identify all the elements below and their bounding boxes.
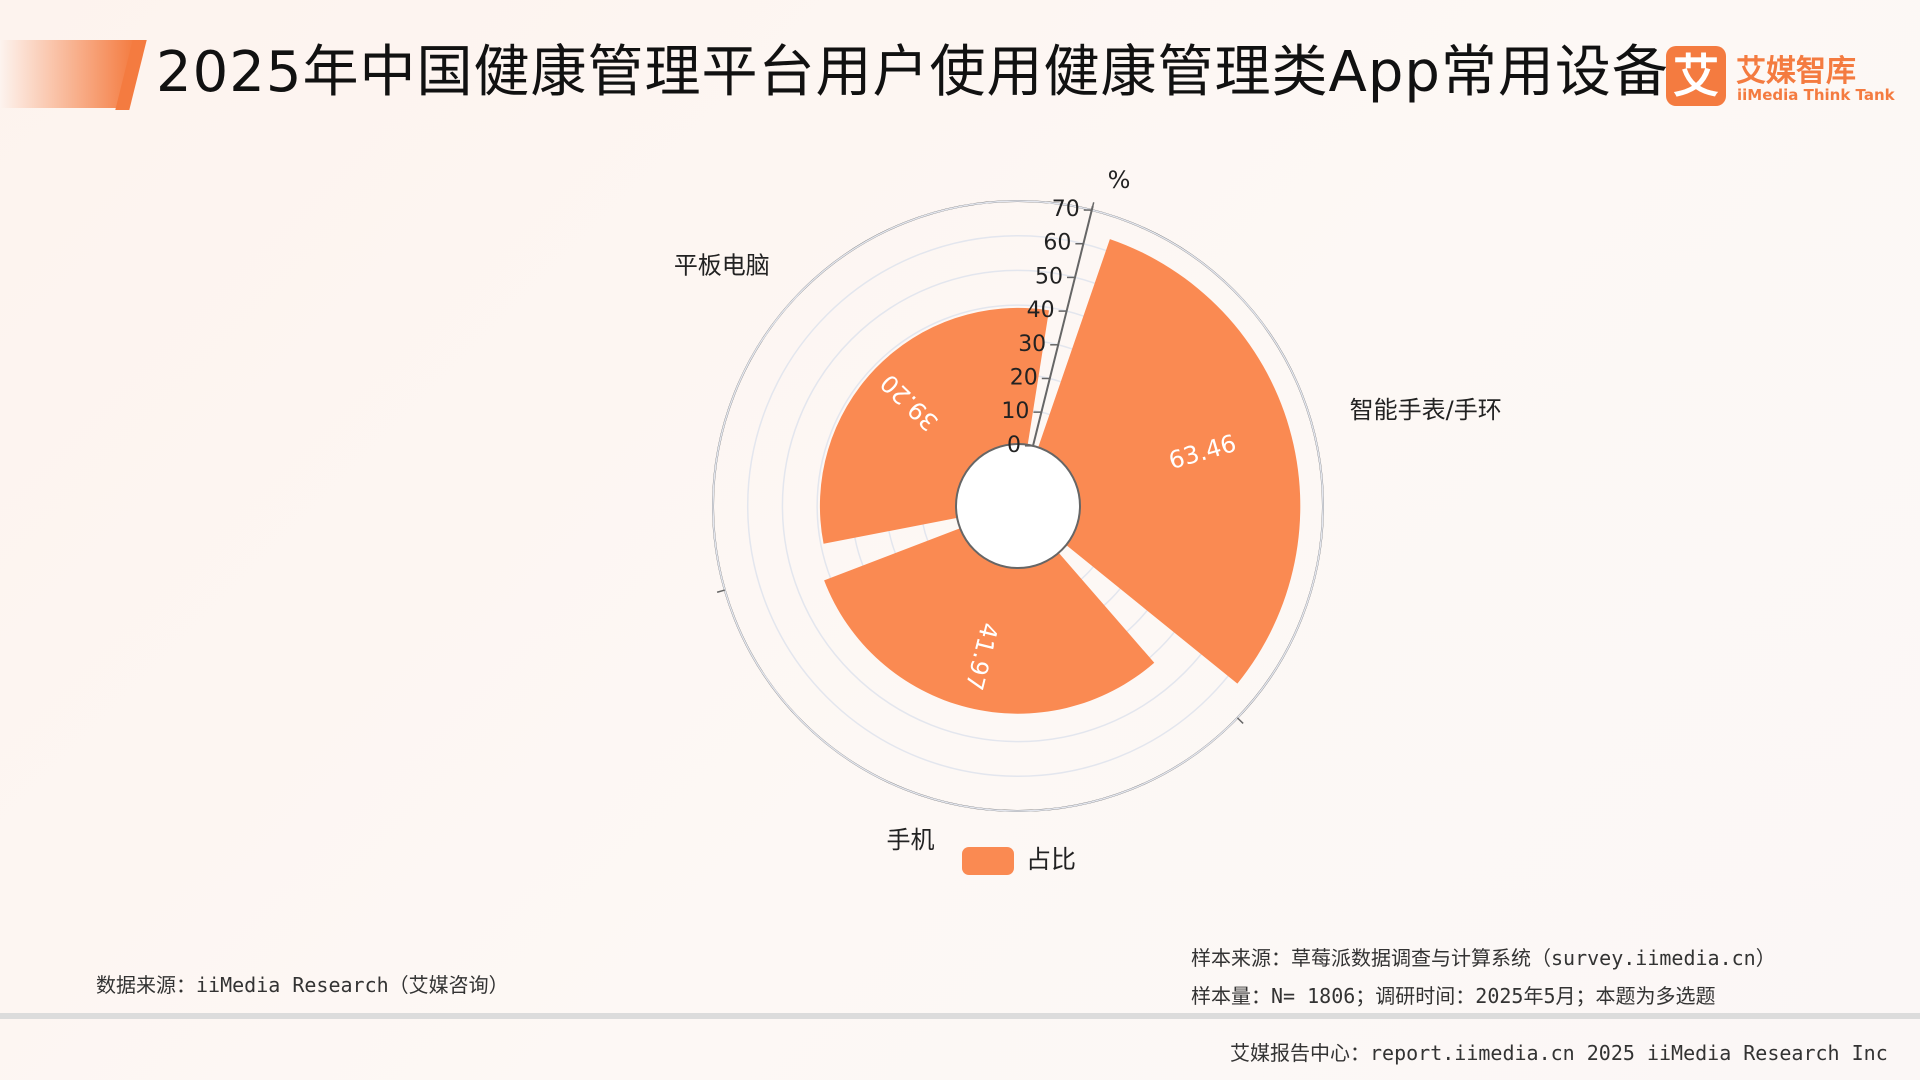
angular-tick [716,589,726,593]
polar-grid-ring [712,200,1324,812]
title-accent-bar [0,40,135,108]
page-title: 2025年中国健康管理平台用户使用健康管理类App常用设备 [156,40,1669,105]
radial-tick-label: 30 [1018,332,1046,357]
data-source-note: 数据来源：iiMedia Research（艾媒咨询） [96,973,509,997]
legend-swatch [962,847,1014,875]
radial-tick-label: 10 [1001,399,1029,424]
radial-tick-label: 60 [1043,231,1071,256]
radial-tick-label: 0 [1007,433,1021,458]
angular-tick [1236,717,1244,724]
polar-bar [1038,239,1301,684]
report-center-note: 艾媒报告中心：report.iimedia.cn 2025 iiMedia Re… [1230,1041,1888,1065]
category-label: 智能手表/手环 [1350,396,1502,424]
polar-inner-hole [955,443,1081,569]
radial-unit-label: % [1108,166,1131,194]
brand-logo-icon: 艾 [1666,46,1726,106]
radial-axis-line [1032,205,1094,447]
polar-bar [824,528,1155,714]
sample-source-note: 样本来源：草莓派数据调查与计算系统（survey.iimedia.cn） [1191,946,1776,970]
radial-tick-label: 50 [1035,264,1063,289]
radial-tick-label: 70 [1052,197,1080,222]
legend-label: 占比 [1026,845,1076,874]
footer-divider [0,1013,1920,1019]
category-label: 平板电脑 [674,251,770,279]
brand-name: 艾媒智库 [1736,54,1856,89]
brand-subtitle: iiMedia Think Tank [1737,86,1895,104]
radial-tick-label: 40 [1027,298,1055,323]
category-label: 手机 [887,826,935,854]
polar-bar [819,307,1049,544]
radial-tick-label: 20 [1010,365,1038,390]
sample-size-note: 样本量：N= 1806；调研时间：2025年5月；本题为多选题 [1191,984,1716,1008]
